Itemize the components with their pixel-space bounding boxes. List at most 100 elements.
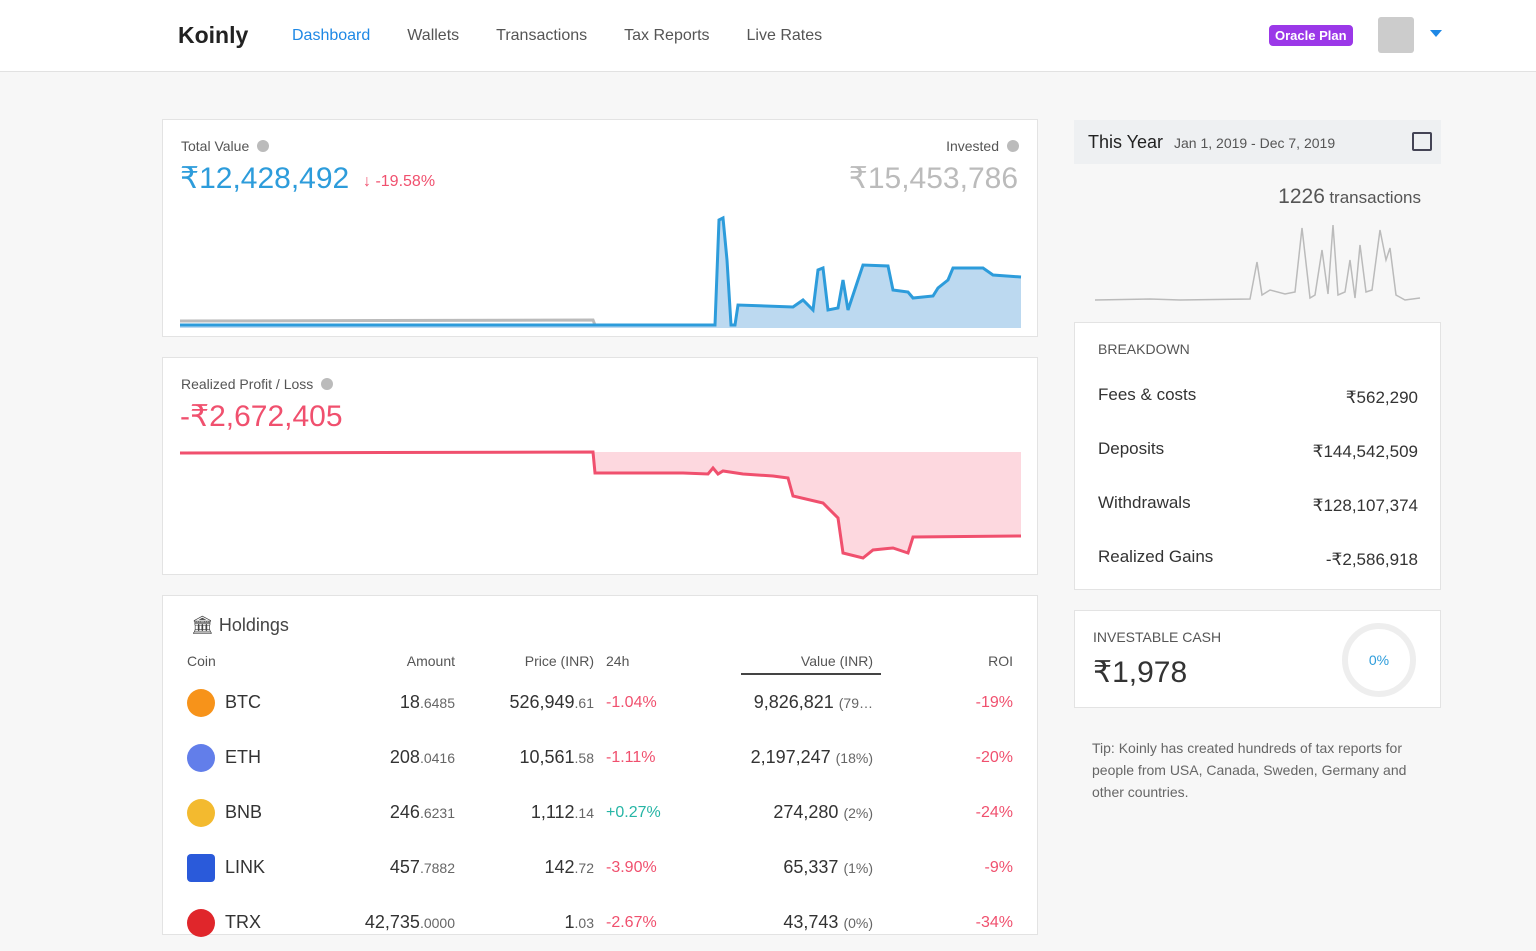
roi: -34% (975, 914, 1013, 931)
breakdown-row: Deposits ₹144,542,509 (1098, 439, 1418, 462)
change-24h: -2.67% (606, 914, 657, 931)
amount: 246.6231 (389, 802, 455, 822)
value-amount: 274,280 (773, 802, 839, 822)
amount: 457.7882 (389, 857, 455, 877)
invested-value: ₹15,453,786 (848, 162, 1018, 195)
period-range: Jan 1, 2019 - Dec 7, 2019 (1174, 135, 1336, 151)
coin: TRX (225, 912, 261, 932)
col[interactable]: 24h (606, 653, 630, 669)
amount: 42,735.0000 (364, 912, 455, 932)
transaction-count: 1226 transactions (1278, 185, 1421, 209)
total-change: ↓ -19.58% (363, 173, 436, 190)
coin-row[interactable]: TRX 42,735.0000 1.03 -2.67% 43,743 (0%) -34% (163, 896, 1039, 951)
nav: Dashboard Wallets Transactions Tax Reports L… (292, 27, 822, 45)
coin: BTC (225, 692, 261, 712)
col[interactable]: Amount (406, 653, 455, 669)
realized-label: Realized Profit / Loss (181, 376, 334, 392)
coin-row[interactable]: BTC 18.6485 526,949.61 -1.04% 9,826,821 (79… -… (163, 676, 1039, 731)
value-share: (2%) (843, 805, 873, 821)
breakdown-label: Deposits (1098, 439, 1165, 458)
amount: 18.6485 (399, 692, 455, 712)
breakdown-row: Fees & costs ₹562,290 (1098, 385, 1418, 408)
cash-percent: 0% (1368, 652, 1390, 668)
nav-item[interactable]: Wallets (407, 27, 460, 44)
price: 1,112.14 (530, 802, 594, 822)
realized-value: -₹2,672,405 (180, 400, 343, 433)
nav-item[interactable]: Transactions (496, 27, 588, 44)
breakdown-label: Realized Gains (1098, 547, 1214, 566)
nav-item[interactable]: Tax Reports (624, 27, 710, 44)
label: Realized Profit / Loss (181, 376, 314, 392)
logo[interactable]: Koinly (178, 22, 249, 48)
change-24h: -1.04% (606, 694, 657, 711)
total-value-label: Total Value (181, 138, 270, 154)
breakdown-label: Fees & costs (1098, 385, 1197, 404)
coin-row[interactable]: LINK 457.7882 142.72 -3.90% 65,337 (1%) -9% (163, 841, 1039, 896)
donut (1342, 623, 1416, 697)
change-24h: +0.27% (606, 804, 661, 821)
cash-label: INVESTABLE CASH (1093, 629, 1222, 645)
breakdown-value: ₹562,290 (1345, 388, 1418, 407)
breakdown-label: Withdrawals (1098, 493, 1191, 512)
col[interactable]: ROI (988, 653, 1013, 669)
change-24h: -3.90% (606, 859, 657, 876)
transactions-sparkline (1094, 224, 1421, 301)
calendar-icon[interactable] (1412, 132, 1432, 151)
period-label: This Year (1088, 132, 1164, 152)
value-share: (0%) (843, 915, 873, 931)
holdings-title: 🏛 Holdings (191, 615, 289, 635)
coin-icon (187, 909, 215, 937)
breakdown-row: Withdrawals ₹128,107,374 (1098, 493, 1418, 516)
value-amount: 43,743 (783, 912, 839, 932)
col[interactable]: Coin (187, 653, 216, 669)
label: Invested (946, 138, 999, 154)
cash-value: ₹1,978 (1093, 656, 1188, 689)
value-amount: 65,337 (783, 857, 839, 877)
value-amount: 9,826,821 (753, 692, 834, 712)
count: 1226 (1278, 185, 1325, 208)
roi: -19% (975, 694, 1013, 711)
coin-row[interactable]: ETH 208.0416 10,561.58 -1.11% 2,197,247 (18%)… (163, 731, 1039, 786)
value-share: (1%) (843, 860, 873, 876)
coin-row[interactable]: BNB 246.6231 1,112.14 +0.27% 274,280 (2%) -24% (163, 786, 1039, 841)
breakdown-title: BREAKDOWN (1098, 341, 1190, 357)
breakdown-value: ₹128,107,374 (1312, 496, 1418, 515)
price: 526,949.61 (509, 692, 594, 712)
coin: BNB (225, 802, 263, 822)
nav-item[interactable]: Live Rates (746, 27, 823, 44)
price: 10,561.58 (519, 747, 594, 767)
avatar[interactable] (1378, 17, 1414, 53)
title: Holdings (218, 615, 289, 635)
breakdown-row: Realized Gains -₹2,586,918 (1098, 547, 1418, 570)
breakdown-value: ₹144,542,509 (1312, 442, 1418, 461)
table-header: Coin Amount Price (INR) 24h Value (INR) … (163, 653, 1039, 677)
coin-icon (187, 744, 215, 772)
value-share: (18%) (835, 750, 873, 766)
coin-icon (187, 689, 215, 717)
cash-card: INVESTABLE CASH ₹1,978 0% (1074, 610, 1441, 708)
period-bar[interactable]: This Year Jan 1, 2019 - Dec 7, 2019 (1074, 120, 1441, 164)
amount: 208.0416 (389, 747, 455, 767)
value-amount: 2,197,247 (750, 747, 831, 767)
breakdown-card: BREAKDOWN Fees & costs ₹562,290 Deposits ₹1… (1074, 322, 1441, 590)
roi: -20% (975, 749, 1013, 766)
value: 274,280 (2%) (773, 802, 873, 823)
value-chart (179, 215, 1022, 328)
label: Total Value (181, 138, 250, 154)
value-share: (79… (838, 695, 873, 711)
change: -19.58% (375, 173, 436, 190)
plan-badge[interactable]: Oracle Plan (1269, 25, 1353, 46)
coin: LINK (225, 857, 266, 877)
col[interactable]: Value (INR) (800, 653, 873, 669)
breakdown-value: -₹2,586,918 (1325, 550, 1418, 569)
price: 142.72 (544, 857, 594, 877)
page: Koinly Dashboard Wallets Transactions Tax R… (0, 17, 1536, 937)
total-value: ₹12,428,492 (180, 162, 350, 195)
roi: -9% (984, 859, 1013, 876)
coin-icon (187, 854, 215, 882)
coin-icon (187, 799, 215, 827)
dropdown-arrow[interactable] (1430, 30, 1442, 43)
col[interactable]: Price (INR) (524, 653, 594, 669)
invested-label: Invested (946, 138, 1019, 154)
nav-item[interactable]: Dashboard (292, 27, 371, 44)
